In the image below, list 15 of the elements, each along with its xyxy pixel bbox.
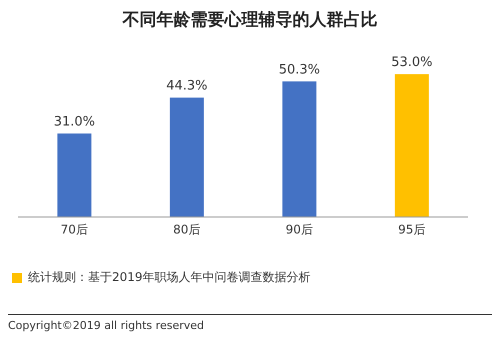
bar: [57, 133, 92, 217]
bar: [394, 74, 429, 217]
x-tick-label: 95后: [398, 222, 426, 237]
data-label: 50.3%: [278, 62, 320, 78]
bar: [282, 81, 316, 217]
data-label: 44.3%: [166, 78, 208, 94]
bar: [170, 98, 204, 217]
data-label: 31.0%: [54, 114, 96, 130]
x-tick-label: 80后: [173, 222, 200, 237]
x-tick-label: 90后: [286, 222, 313, 237]
x-tick-label: 70后: [60, 222, 88, 237]
text: 统计规则：基于2019年职场人年中问卷调查数据分析: [28, 269, 311, 286]
data-label: 53.0%: [391, 55, 433, 70]
text: Copyright©2019 all rights reserved: [8, 314, 492, 332]
chart-title: 不同年龄需要心理辅导的人群占比: [121, 9, 378, 31]
